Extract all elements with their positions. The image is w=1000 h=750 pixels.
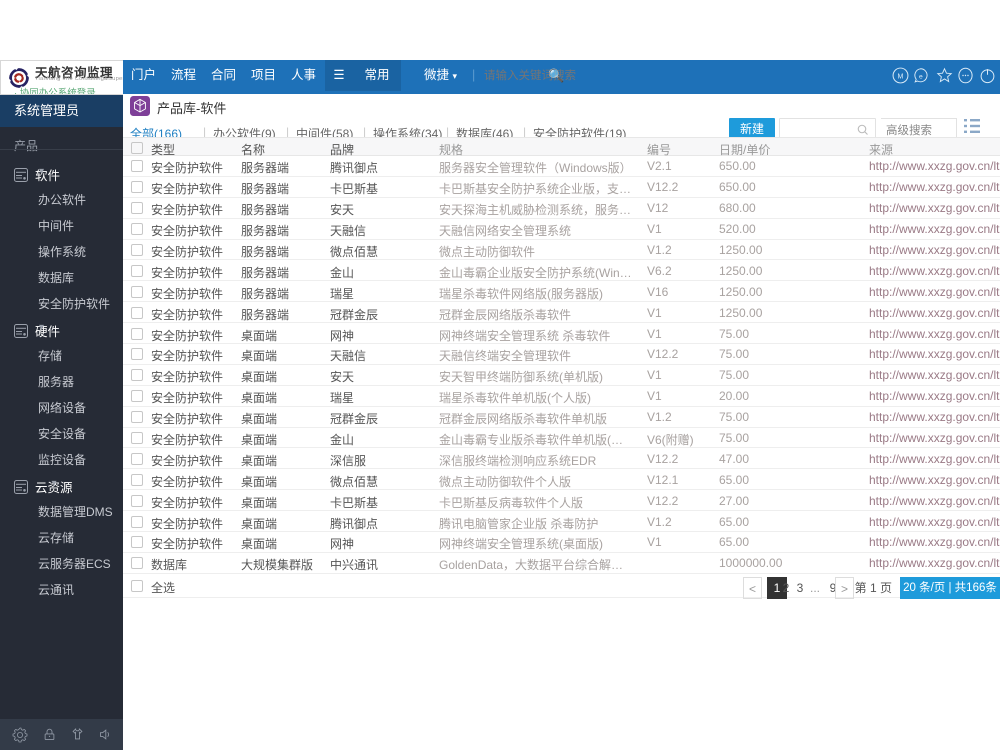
svg-text:e: e — [919, 73, 923, 80]
svg-text:M: M — [898, 72, 904, 80]
